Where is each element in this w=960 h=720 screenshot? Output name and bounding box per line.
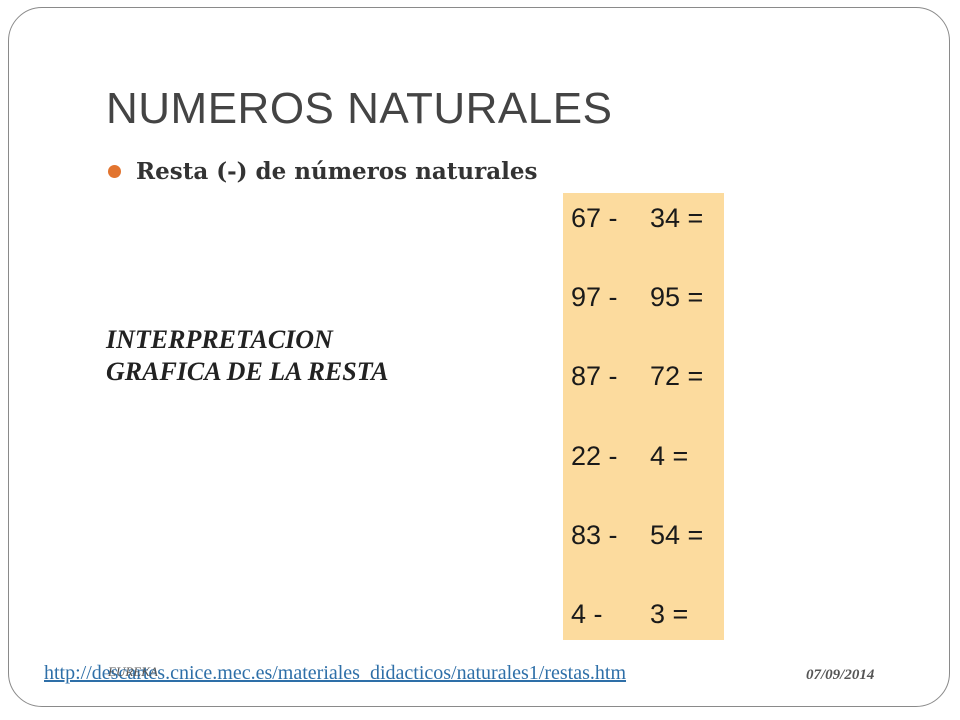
subtraction-subtrahend: 72 = (650, 361, 704, 392)
subtraction-subtrahend: 3 = (650, 599, 689, 629)
bullet-dot-icon (108, 165, 121, 178)
subtraction-subtrahend: 95 = (650, 282, 704, 313)
subtraction-subtrahend: 34 = (650, 203, 704, 233)
slide-title: NUMEROS NATURALES (106, 84, 613, 133)
footer-date: 07/09/2014 (806, 667, 875, 683)
subtraction-minuend: 4 - (571, 599, 603, 629)
subtraction-minuend: 22 - (571, 440, 618, 471)
subtraction-minuend: 97 - (571, 282, 618, 313)
subtraction-row: 67 - 34 = (563, 199, 724, 239)
subtraction-subtrahend: 4 = (650, 440, 689, 471)
subtraction-row: 22 - 4 = (563, 437, 724, 477)
subtraction-minuend: 67 - (571, 203, 618, 233)
subtraction-row: 97 - 95 = (563, 278, 724, 318)
bullet-text: Resta (-) de números naturales (136, 158, 538, 185)
slide-frame (8, 7, 950, 707)
interpretation-line-1: INTERPRETACION (106, 325, 333, 354)
subtractions-panel: 67 - 34 = 97 - 95 = 87 - 72 = 22 - 4 = 8… (563, 193, 724, 640)
subtraction-row: 83 - 54 = (563, 516, 724, 556)
bullet-item: Resta (-) de números naturales (108, 158, 537, 185)
interpretation-line-2: GRAFICA DE LA RESTA (106, 357, 389, 386)
subtraction-minuend: 83 - (571, 519, 618, 550)
interpretation-heading: INTERPRETACION GRAFICA DE LA RESTA (106, 324, 389, 388)
source-link[interactable]: http://descartes.cnice.mec.es/materiales… (44, 662, 627, 684)
footer-brand: EUREKA (108, 664, 158, 679)
subtraction-minuend: 87 - (571, 361, 618, 392)
subtraction-subtrahend: 54 = (650, 519, 704, 550)
subtraction-row: 4 - 3 = (563, 595, 724, 635)
subtraction-row: 87 - 72 = (563, 357, 724, 397)
